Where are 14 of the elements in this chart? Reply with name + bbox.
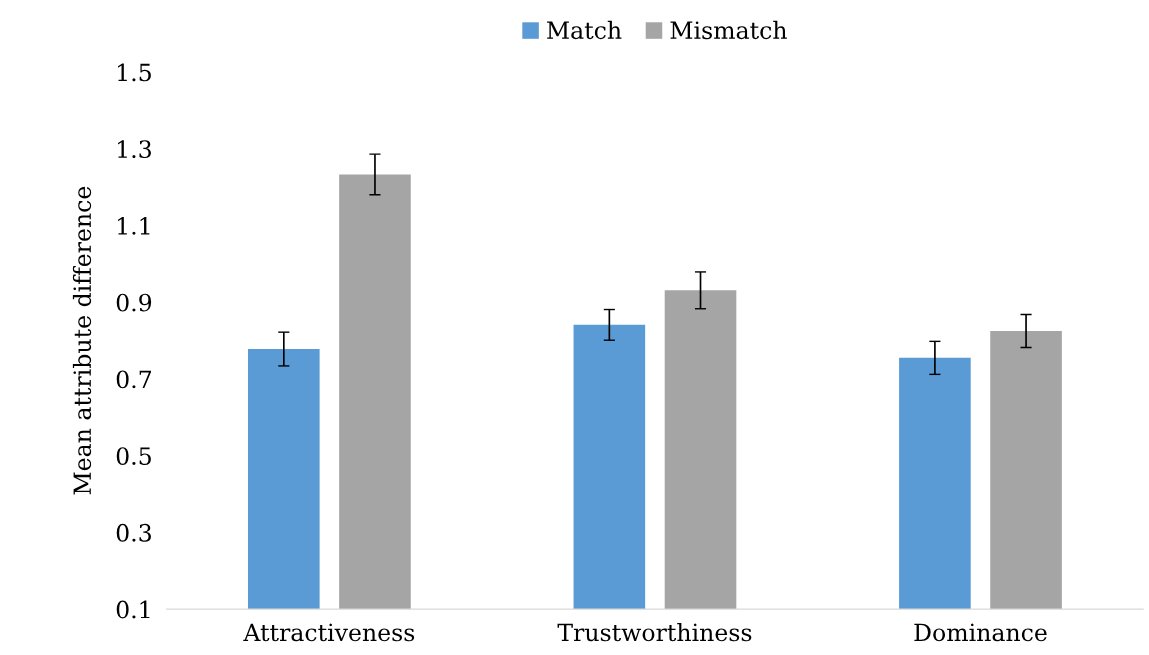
x-tick-label: Attractiveness [243, 623, 415, 642]
legend-label: Match [547, 20, 622, 40]
y-axis-title: Mean attribute difference [72, 186, 92, 495]
legend-label: Mismatch [670, 20, 787, 40]
y-tick-label: 0.9 [116, 293, 152, 312]
y-tick-label: 1.1 [118, 216, 150, 235]
x-tick-label: Dominance [914, 623, 1047, 642]
y-tick-label: 1.3 [118, 140, 151, 159]
y-tick-label: 0.1 [116, 600, 150, 619]
y-tick-label: 0.5 [116, 447, 151, 465]
y-tick-label: 0.3 [116, 523, 151, 542]
x-tick-label: Trustworthiness [557, 623, 752, 642]
y-tick-label: 1.5 [118, 63, 151, 82]
y-tick-label: 0.7 [116, 370, 152, 389]
